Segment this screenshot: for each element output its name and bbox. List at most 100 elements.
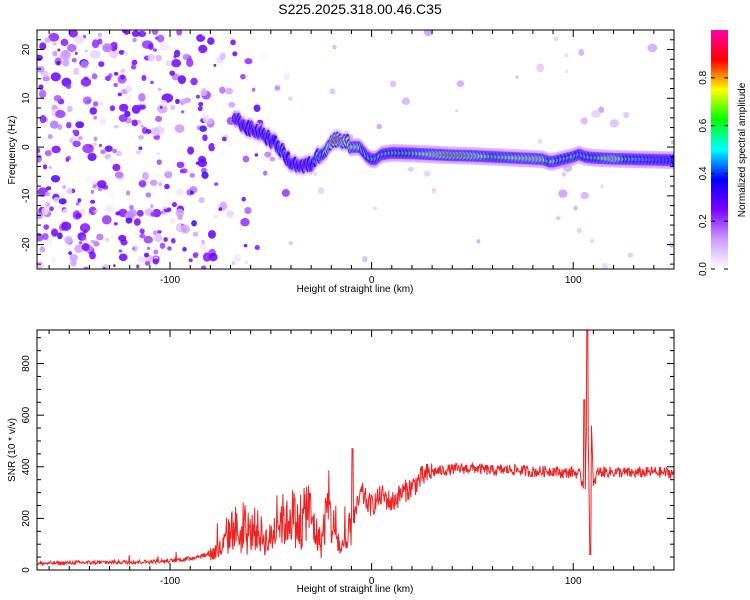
noise-blob — [242, 155, 250, 163]
y-tick-label: 10 — [21, 92, 32, 104]
noise-blob — [113, 264, 116, 268]
noise-blob — [456, 80, 465, 88]
x-tick-label: -100 — [160, 275, 180, 286]
noise-blob — [145, 192, 152, 198]
noise-blob — [52, 50, 58, 57]
noise-blob — [90, 189, 95, 194]
noise-blob — [82, 229, 88, 234]
noise-blob — [537, 138, 543, 145]
noise-blob — [179, 99, 187, 105]
noise-blob — [66, 105, 73, 113]
noise-blob — [146, 246, 151, 251]
noise-blob — [45, 186, 52, 191]
noise-blob — [157, 87, 162, 92]
snr-line — [37, 330, 674, 567]
noise-blob — [431, 187, 437, 194]
noise-blob — [139, 233, 146, 239]
noise-blob — [196, 34, 206, 42]
noise-blob — [113, 222, 118, 226]
noise-blob — [157, 104, 168, 114]
noise-blob — [192, 231, 199, 237]
noise-blob — [97, 180, 107, 189]
colorbar-tick-label: 0.6 — [698, 118, 709, 132]
snr-frame — [36, 329, 675, 571]
noise-blob — [573, 205, 578, 211]
noise-blob — [208, 142, 216, 152]
y-tick-label: 20 — [21, 44, 32, 56]
spectrogram-ridge — [231, 109, 674, 177]
noise-blob — [195, 161, 200, 165]
noise-blob — [201, 239, 205, 245]
spectrogram-x-tick-labels: -100 0 100 — [160, 275, 582, 286]
noise-blob — [55, 109, 66, 119]
noise-blob — [118, 114, 128, 123]
noise-blob — [173, 54, 177, 59]
noise-blob — [192, 252, 199, 258]
snr-panel: -100 0 100 0 200 400 600 800 Height of straigh… — [7, 329, 675, 595]
noise-blob — [37, 261, 44, 269]
noise-blob — [158, 182, 163, 187]
noise-blob — [112, 163, 121, 172]
noise-blob — [156, 34, 165, 43]
noise-blob — [39, 115, 47, 124]
noise-blob — [89, 251, 96, 260]
noise-blob — [60, 38, 69, 47]
noise-blob — [138, 92, 146, 102]
noise-blob — [98, 32, 102, 38]
noise-blob — [188, 258, 193, 263]
noise-blob — [199, 125, 207, 132]
noise-blob — [75, 212, 82, 219]
y-tick-label: -20 — [21, 237, 32, 252]
noise-blob — [66, 121, 72, 129]
noise-blob — [564, 53, 569, 58]
spectrogram-y-axis-label: Frequency (Hz) — [7, 116, 18, 185]
noise-blob — [75, 121, 85, 129]
noise-blob — [93, 136, 98, 142]
x-tick-label: -100 — [160, 576, 180, 587]
noise-blob — [580, 117, 588, 125]
noise-blob — [202, 134, 208, 142]
noise-blob — [189, 190, 194, 195]
noise-blob — [163, 237, 168, 242]
noise-blob — [102, 43, 113, 53]
noise-blob — [228, 101, 236, 108]
noise-blob — [118, 249, 123, 253]
noise-blob — [92, 184, 97, 189]
noise-blob — [101, 215, 112, 225]
noise-blob — [240, 73, 246, 80]
noise-blob — [264, 151, 272, 158]
noise-blob — [208, 252, 218, 262]
noise-blob — [83, 266, 89, 269]
y-tick-label: 600 — [21, 406, 32, 423]
noise-blob — [150, 211, 156, 217]
noise-blob — [171, 238, 176, 244]
noise-blob — [176, 161, 185, 169]
noise-blob — [59, 50, 71, 60]
noise-blob — [98, 143, 103, 148]
noise-blob — [221, 78, 232, 88]
noise-blob — [82, 96, 92, 105]
noise-blob — [647, 43, 658, 53]
noise-blob — [42, 232, 49, 241]
noise-blob — [282, 72, 290, 81]
noise-blob — [43, 224, 50, 230]
noise-blob — [198, 44, 208, 54]
noise-blob — [93, 209, 98, 214]
noise-blob — [536, 63, 545, 73]
noise-blob — [39, 89, 47, 99]
noise-blob — [202, 252, 211, 262]
noise-blob — [98, 61, 105, 68]
noise-blob — [152, 258, 159, 265]
noise-blob — [139, 181, 146, 188]
noise-blob — [81, 243, 90, 251]
noise-blob — [150, 204, 154, 208]
noise-blob — [561, 172, 566, 177]
noise-blob — [89, 49, 101, 59]
noise-blob — [177, 214, 183, 221]
noise-blob — [191, 220, 197, 227]
noise-blob — [74, 244, 84, 253]
noise-blob — [109, 49, 119, 58]
noise-blob — [73, 67, 80, 76]
noise-blob — [112, 148, 118, 154]
